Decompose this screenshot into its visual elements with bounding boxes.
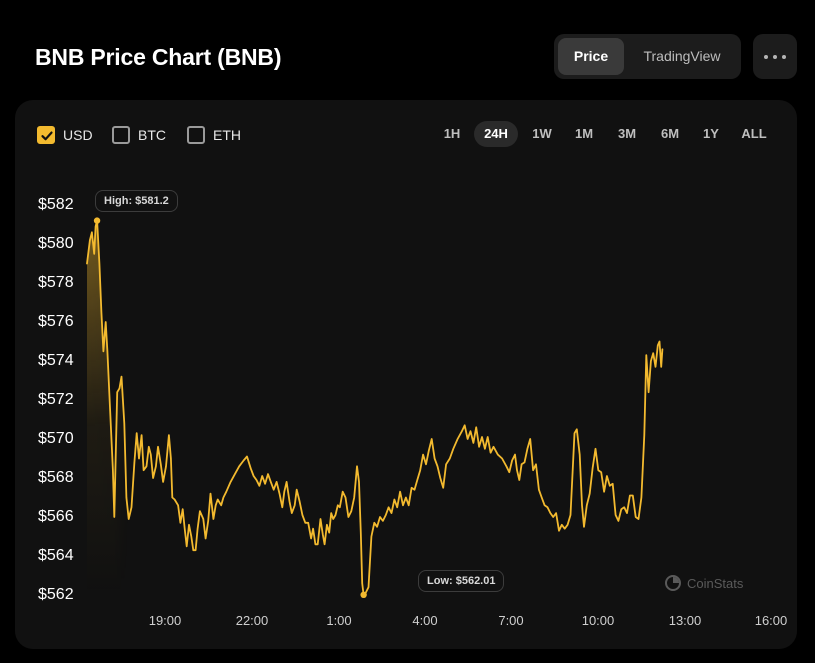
x-tick-label: 16:00: [754, 613, 788, 628]
checkbox-empty-icon[interactable]: [112, 126, 130, 144]
view-toggle: Price TradingView: [554, 34, 741, 79]
high-price-label: High: $581.2: [95, 190, 178, 212]
currency-label-eth: ETH: [213, 127, 241, 143]
y-tick-label: $566: [38, 508, 74, 525]
x-tick-label: 19:00: [148, 613, 182, 628]
coinstats-logo-icon: [665, 575, 681, 591]
currency-toggle-btc[interactable]: BTC: [112, 124, 166, 146]
y-tick-label: $578: [38, 274, 74, 291]
low-point-marker[interactable]: [360, 591, 367, 599]
price-line-series: [86, 219, 664, 596]
range-1m[interactable]: 1M: [574, 126, 594, 141]
low-price-label: Low: $562.01: [418, 570, 505, 592]
more-dot-icon: [773, 55, 777, 59]
currency-label-btc: BTC: [138, 127, 166, 143]
y-tick-label: $562: [38, 586, 74, 603]
y-tick-label: $582: [38, 196, 74, 213]
checkbox-empty-icon[interactable]: [187, 126, 205, 144]
y-tick-label: $576: [38, 313, 74, 330]
range-1h[interactable]: 1H: [443, 126, 461, 141]
coinstats-watermark: CoinStats: [665, 575, 743, 591]
page-title: BNB Price Chart (BNB): [35, 44, 282, 70]
y-tick-label: $564: [38, 547, 74, 564]
range-1y[interactable]: 1Y: [703, 126, 719, 141]
x-tick-label: 10:00: [581, 613, 615, 628]
x-tick-label: 22:00: [235, 613, 269, 628]
currency-toggle-eth[interactable]: ETH: [187, 124, 241, 146]
more-options-button[interactable]: [753, 34, 797, 79]
y-tick-label: $568: [38, 469, 74, 486]
tab-price[interactable]: Price: [558, 38, 624, 75]
currency-toggle-usd[interactable]: USD: [37, 124, 93, 146]
range-6m[interactable]: 6M: [660, 126, 680, 141]
watermark-text: CoinStats: [687, 575, 744, 591]
x-tick-label: 1:00: [326, 613, 352, 628]
checkbox-checked-icon[interactable]: [37, 126, 55, 144]
y-tick-label: $580: [38, 235, 74, 252]
x-tick-label: 13:00: [668, 613, 702, 628]
more-dot-icon: [782, 55, 786, 59]
y-tick-label: $574: [38, 352, 74, 369]
range-all[interactable]: ALL: [741, 126, 767, 141]
price-area-fill: [87, 220, 663, 595]
y-tick-label: $570: [38, 430, 74, 447]
y-tick-label: $572: [38, 391, 74, 408]
tab-tradingview[interactable]: TradingView: [643, 48, 721, 64]
high-point-marker[interactable]: [93, 217, 101, 224]
range-1w[interactable]: 1W: [532, 126, 552, 141]
x-tick-label: 4:00: [412, 613, 438, 628]
range-3m[interactable]: 3M: [617, 126, 637, 141]
range-24h[interactable]: 24H: [474, 121, 518, 147]
currency-label-usd: USD: [63, 127, 93, 143]
x-tick-label: 7:00: [498, 613, 524, 628]
more-dot-icon: [764, 55, 768, 59]
